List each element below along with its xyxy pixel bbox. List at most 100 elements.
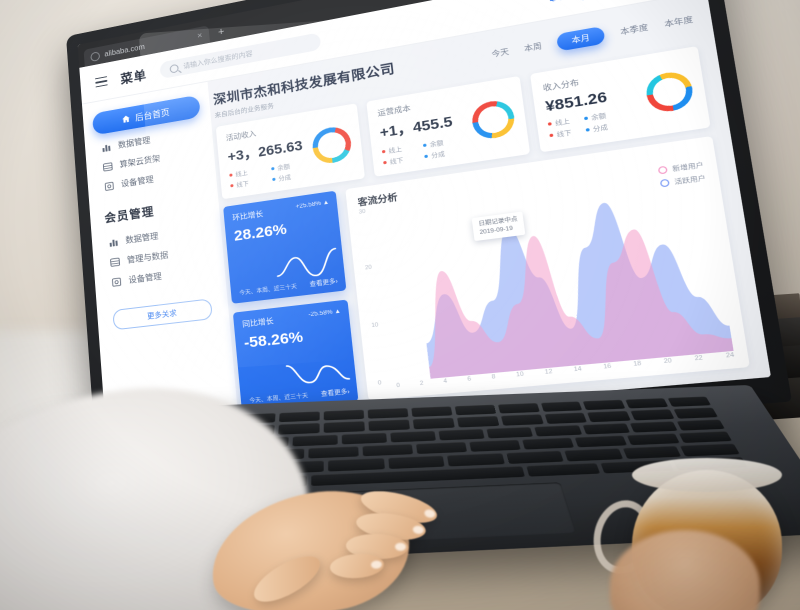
x-axis-label-1: 2 [419,380,424,388]
keyboard-key[interactable] [362,444,414,457]
sidebar-section-title: 会员管理 [104,204,155,226]
keyboard-key[interactable] [324,421,365,433]
legend-label: 线下 [236,181,250,190]
filter-tab-0[interactable]: 今天 [490,46,510,59]
keyboard-key[interactable] [292,434,338,447]
sidebar-item-home[interactable]: 后台首页 [92,94,201,136]
avatar[interactable] [573,0,594,2]
keyboard-key[interactable] [587,411,632,422]
legend-dot [547,122,552,126]
donut-chart [310,124,354,166]
keyboard-key[interactable] [486,426,534,439]
chart-plot: 30 20 10 0 日期记录中点 2019-09-19 [359,165,734,387]
y-axis-label: 10 [371,321,379,329]
second-hand [610,530,760,610]
legend-label: 余额 [591,113,607,123]
legend-label: 线上 [388,147,403,156]
stat-card-1[interactable]: 运营成本 +1，455.5 线上 余额 线下 分成 [366,75,531,177]
sidebar-item-label: 数据管理 [117,135,151,150]
kpi-value: -58.26% [243,327,304,352]
kpi-card-1[interactable]: 同比增长 -58.26% -25.58% ▲ 今天、本周、近三十天 查看更多› [232,299,359,412]
stat-card-legend: 线上 余额 线下 分成 [547,110,612,140]
more-button[interactable]: 更多关求 [112,298,213,331]
keyboard-key[interactable] [540,401,583,412]
keyboard-key[interactable] [680,443,740,457]
keyboard-key[interactable] [500,414,544,426]
keyboard-key[interactable] [622,446,682,459]
keyboard-key[interactable] [279,411,320,423]
keyboard-key[interactable] [678,431,733,444]
filter-tab-3[interactable]: 本季度 [619,22,649,37]
filter-tab-1[interactable]: 本周 [523,41,543,54]
search-placeholder: 请输入你么搜索的内容 [183,50,253,71]
keyboard-key[interactable] [367,408,409,419]
legend-dot [272,177,276,182]
bar-chart-icon [102,144,111,152]
keyboard-key[interactable] [626,433,680,446]
legend-dot [583,116,588,121]
kpi-cards: 环比增长 28.26% +25.58% ▲ 今天、本周、近三十天 查看更多› 同比增长 -5… [223,190,359,412]
kpi-card-0[interactable]: 环比增长 28.26% +25.58% ▲ 今天、本周、近三十天 查看更多› [223,190,347,304]
keyboard-key[interactable] [526,462,601,477]
stat-card-2[interactable]: 收入分布 ¥851.26 线上 余额 线下 分成 [530,45,711,153]
keyboard-key[interactable] [629,421,678,433]
keyboard-key[interactable] [469,439,521,452]
legend-label: 余额 [429,140,444,150]
keyboard-key[interactable] [667,396,712,407]
keyboard-key[interactable] [454,404,497,416]
keyboard-key[interactable] [544,412,588,424]
hamburger-icon[interactable] [94,75,108,88]
close-icon[interactable]: × [196,30,203,41]
x-axis-label-6: 12 [544,368,553,376]
legend-item: 线下 [549,127,575,140]
x-axis-label-7: 14 [573,366,583,374]
keyboard-key[interactable] [676,419,725,431]
legend-dot [585,128,590,132]
keyboard-key[interactable] [341,432,387,445]
keyboard-key[interactable] [630,409,675,421]
keyboard-key[interactable] [506,450,564,464]
keyboard-key[interactable] [411,406,453,418]
keyboard-key[interactable] [456,416,500,428]
legend-label: 分成 [431,152,446,161]
bell-icon[interactable] [548,0,564,4]
keyboard-key[interactable] [388,455,445,469]
legend-item: 分成 [424,147,457,161]
keyboard-key[interactable] [564,448,623,462]
keyboard-key[interactable] [583,399,626,411]
area-chart-svg [412,189,734,379]
keyboard-key[interactable] [324,409,365,421]
keyboard-key[interactable] [390,430,436,443]
keyboard-key[interactable] [534,424,582,437]
legend-dot [271,167,275,171]
legend-label: 余额 [277,164,291,173]
legend-label: 分成 [592,125,609,134]
keyboard-key[interactable] [416,441,468,455]
keyboard-key[interactable] [447,453,505,467]
keyboard-key[interactable] [574,435,628,448]
legend-dot [229,173,233,177]
sidebar-item-label: 算架云货架 [119,153,161,170]
legend-dot [381,149,386,154]
keyboard-key[interactable] [673,407,718,419]
keyboard-key[interactable] [497,403,540,414]
filter-tab-2[interactable]: 本月 [555,25,606,52]
keyboard-key[interactable] [438,428,485,441]
legend-item: 分成 [585,122,612,135]
keyboard-key[interactable] [412,417,455,430]
keyboard-key[interactable] [308,446,359,459]
keyboard-key[interactable] [522,437,575,450]
legend-label: 线下 [389,158,404,167]
user-hand [201,468,460,610]
shelf-icon [102,161,113,173]
keyboard-key[interactable] [582,422,630,435]
keyboard-key[interactable] [278,423,320,435]
filter-tab-4[interactable]: 本年度 [663,14,694,29]
sidebar-section-item-2[interactable]: 设备管理 [104,263,215,289]
y-axis-label: 20 [364,264,373,272]
legend-item: 线下 [383,154,415,168]
keyboard-key[interactable] [625,398,669,409]
keyboard-key[interactable] [368,419,410,431]
stat-card-0[interactable]: 活动收入 +3，265.63 线上 余额 线下 分成 [215,103,366,200]
